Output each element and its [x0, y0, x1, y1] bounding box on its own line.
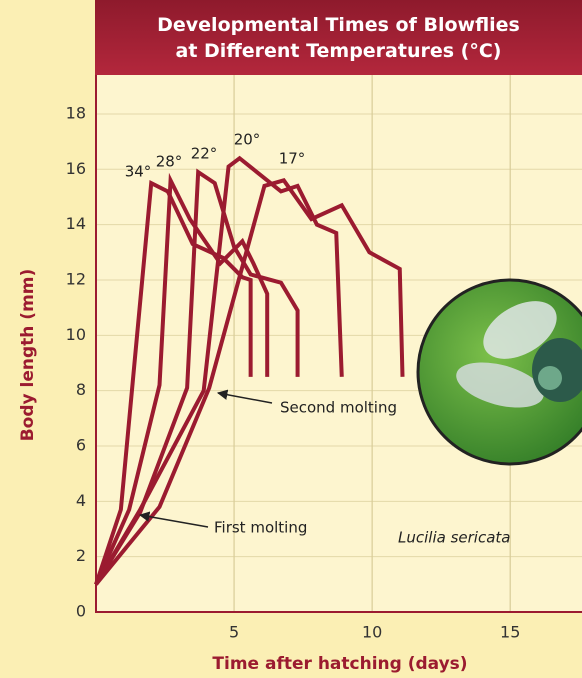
x-tick-label: 10 — [362, 623, 382, 642]
y-tick-label: 18 — [66, 103, 86, 122]
chart: Body length (mm) Time after hatching (da… — [0, 0, 582, 678]
series-label: 17° — [279, 150, 306, 168]
y-tick-label: 16 — [66, 159, 86, 178]
y-tick-label: 10 — [66, 325, 86, 344]
y-axis-title: Body length (mm) — [18, 269, 38, 442]
y-tick-label: 0 — [76, 602, 86, 621]
annotation: Second molting — [280, 399, 397, 417]
series-label: 20° — [234, 131, 261, 149]
series-label: 22° — [191, 145, 218, 163]
annotation: Lucilia sericata — [398, 529, 510, 547]
series-label: 28° — [156, 153, 183, 171]
y-tick-label: 12 — [66, 269, 86, 288]
y-tick-label: 14 — [66, 214, 86, 233]
annotation: First molting — [214, 519, 307, 537]
y-tick-label: 6 — [76, 435, 86, 454]
page: Body length (mm) Time after hatching (da… — [0, 0, 582, 678]
fly-photo — [418, 280, 582, 464]
series-label: 34° — [125, 163, 152, 181]
y-tick-label: 2 — [76, 546, 86, 565]
y-tick-label: 8 — [76, 380, 86, 399]
chart-title: Developmental Times of Blowflies at Diff… — [95, 0, 582, 75]
x-axis-title: Time after hatching (days) — [212, 654, 467, 674]
y-tick-label: 4 — [76, 491, 86, 510]
x-tick-label: 5 — [229, 623, 239, 642]
x-tick-label: 15 — [500, 623, 520, 642]
